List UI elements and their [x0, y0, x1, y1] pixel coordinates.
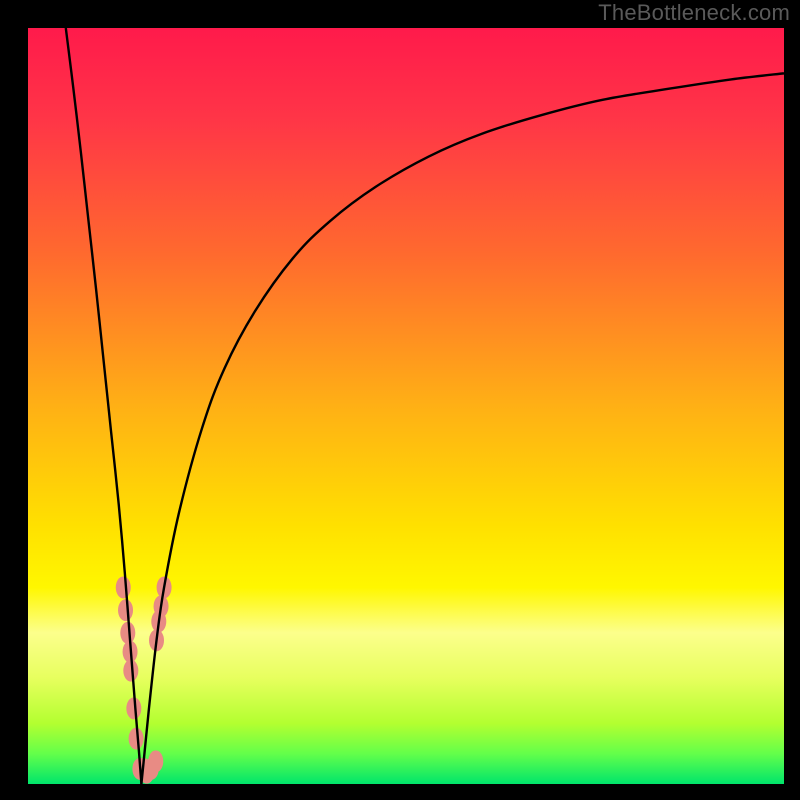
data-marker: [116, 576, 131, 598]
gradient-background: [28, 28, 784, 784]
watermark-text: TheBottleneck.com: [598, 0, 790, 26]
chart-container: TheBottleneck.com: [0, 0, 800, 800]
bottleneck-chart: [28, 28, 784, 784]
chart-svg: [28, 28, 784, 784]
data-marker: [148, 750, 163, 772]
data-marker: [118, 599, 133, 621]
